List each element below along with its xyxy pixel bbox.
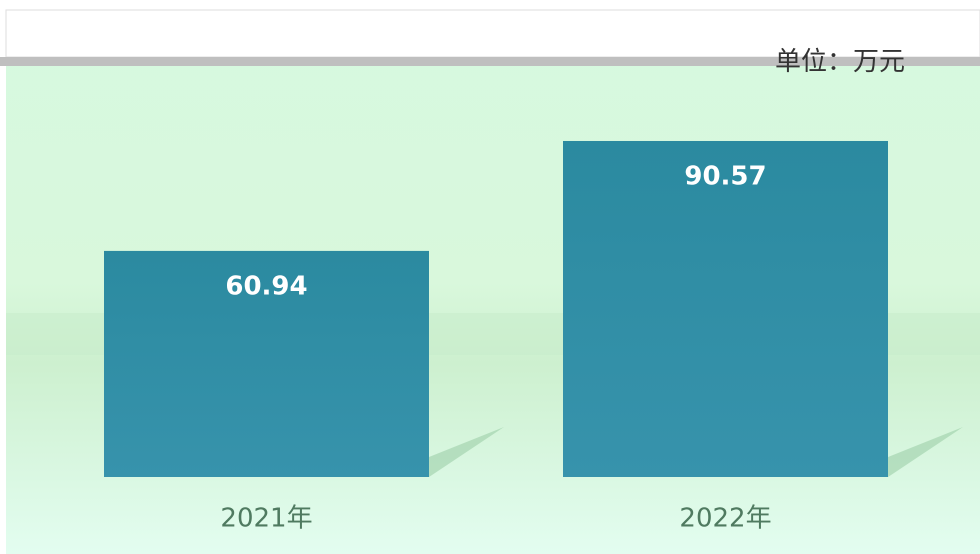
- data-label: 90.57: [684, 161, 766, 191]
- header-band: [5, 9, 980, 58]
- bar-shadow: [429, 427, 504, 477]
- header-rule: [0, 57, 980, 66]
- bar: [563, 140, 888, 478]
- bar-shadow: [888, 427, 963, 477]
- data-label: 60.94: [225, 271, 307, 301]
- unit-label: 单位：万元: [775, 47, 905, 77]
- bar: [104, 250, 429, 477]
- x-tick-label: 2021年: [220, 504, 312, 534]
- x-tick-label: 2022年: [679, 504, 771, 534]
